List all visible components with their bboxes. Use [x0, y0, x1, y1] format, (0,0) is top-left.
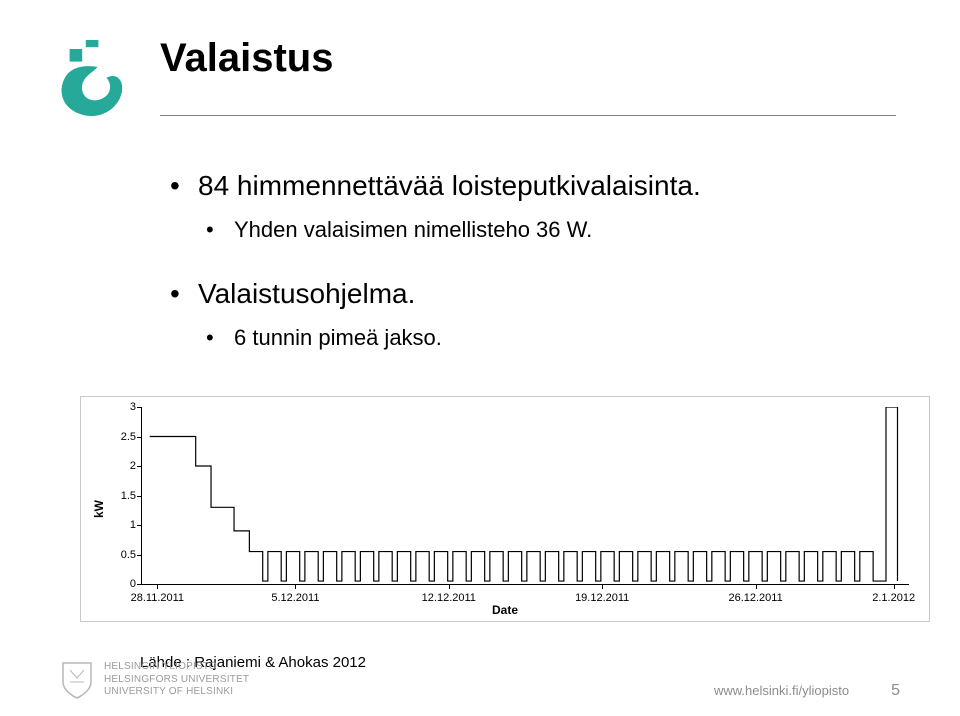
ytick-label: 0.5 — [98, 549, 136, 561]
footer-right: www.helsinki.fi/yliopisto 5 — [714, 682, 900, 700]
shield-icon — [60, 660, 94, 700]
chart-ylabel: kW — [92, 500, 106, 518]
ytick-label: 0 — [98, 578, 136, 590]
ytick-mark — [137, 466, 142, 467]
xtick-label: 26.12.2011 — [728, 592, 782, 604]
xtick-mark — [602, 584, 603, 589]
ytick-mark — [137, 525, 142, 526]
page-number: 5 — [891, 682, 900, 700]
flame-icon — [48, 40, 138, 130]
chart-plot-area: 00.511.522.5328.11.20115.12.201112.12.20… — [141, 407, 909, 585]
divider — [160, 115, 896, 116]
ytick-mark — [137, 407, 142, 408]
university-logo: HELSINGIN YLIOPISTO HELSINGFORS UNIVERSI… — [60, 660, 249, 700]
univ-line1: HELSINGIN YLIOPISTO — [104, 661, 249, 674]
xtick-label: 12.12.2011 — [422, 592, 476, 604]
ytick-mark — [137, 496, 142, 497]
bullet-2: Valaistusohjelma. — [170, 274, 900, 313]
ytick-label: 2.5 — [98, 431, 136, 443]
xtick-mark — [449, 584, 450, 589]
xtick-mark — [894, 584, 895, 589]
ytick-label: 3 — [98, 401, 136, 413]
university-text: HELSINGIN YLIOPISTO HELSINGFORS UNIVERSI… — [104, 661, 249, 699]
chart-xlabel: Date — [492, 603, 518, 617]
ytick-label: 1.5 — [98, 490, 136, 502]
ytick-mark — [137, 584, 142, 585]
bullet-2a: 6 tunnin pimeä jakso. — [206, 323, 900, 354]
ytick-mark — [137, 555, 142, 556]
univ-line3: UNIVERSITY OF HELSINKI — [104, 686, 249, 699]
xtick-label: 28.11.2011 — [131, 592, 184, 604]
chart: kW 00.511.522.5328.11.20115.12.201112.12… — [80, 396, 930, 622]
xtick-label: 2.1.2012 — [872, 592, 915, 604]
xtick-mark — [756, 584, 757, 589]
xtick-label: 5.12.2011 — [271, 592, 319, 604]
footer: HELSINGIN YLIOPISTO HELSINGFORS UNIVERSI… — [60, 660, 900, 700]
bullet-1a: Yhden valaisimen nimellisteho 36 W. — [206, 215, 900, 246]
xtick-label: 19.12.2011 — [575, 592, 629, 604]
ytick-mark — [137, 437, 142, 438]
slide: Valaistus 84 himmennettävää loisteputkiv… — [0, 0, 960, 716]
ytick-label: 1 — [98, 519, 136, 531]
content: 84 himmennettävää loisteputkivalaisinta.… — [170, 166, 900, 354]
chart-line — [142, 407, 909, 584]
ytick-label: 2 — [98, 460, 136, 472]
title-row: Valaistus — [160, 36, 900, 81]
footer-url: www.helsinki.fi/yliopisto — [714, 683, 849, 698]
univ-line2: HELSINGFORS UNIVERSITET — [104, 674, 249, 687]
xtick-mark — [295, 584, 296, 589]
page-title: Valaistus — [160, 36, 900, 81]
bullet-1: 84 himmennettävää loisteputkivalaisinta. — [170, 166, 900, 205]
xtick-mark — [157, 584, 158, 589]
